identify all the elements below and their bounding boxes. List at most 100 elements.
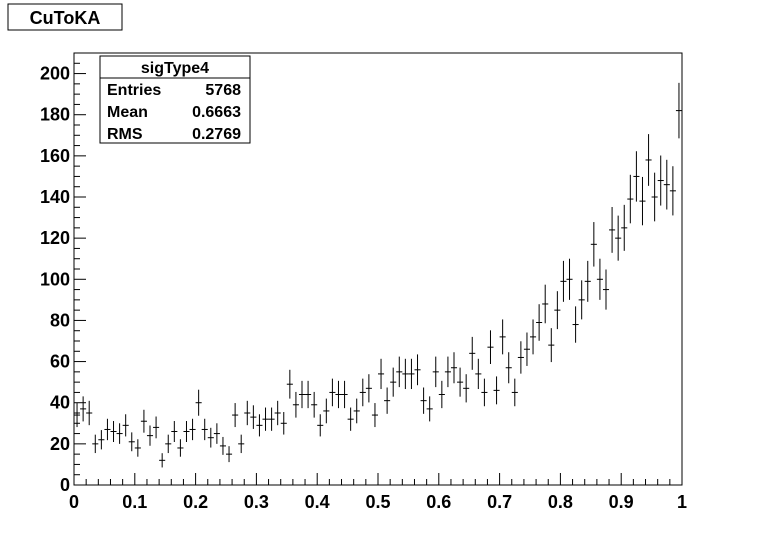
stats-mean-label: Mean [107, 104, 148, 121]
x-axis-tick-labels: 0 0.1 0.2 0.3 0.4 0.5 0.6 0.7 0.8 0.9 1 [69, 492, 687, 512]
data-point [609, 207, 616, 253]
data-point [359, 378, 366, 407]
y-tick-label: 80 [50, 310, 70, 330]
data-point [584, 260, 591, 302]
data-point [481, 378, 488, 407]
data-point [329, 378, 336, 407]
data-point [353, 398, 360, 424]
data-point [450, 352, 458, 384]
y-tick-label: 180 [40, 105, 70, 125]
data-point [256, 414, 263, 437]
data-point [444, 356, 451, 388]
data-point [596, 258, 603, 300]
data-point [402, 358, 409, 390]
x-tick-label: 0.6 [426, 492, 451, 512]
data-point [128, 432, 135, 452]
x-tick-label: 0.1 [122, 492, 147, 512]
data-point [663, 159, 670, 210]
data-point [92, 434, 99, 454]
data-point [189, 418, 196, 441]
data-point [669, 166, 676, 216]
data-point [183, 421, 190, 443]
stats-histogram-name: sigType4 [141, 60, 209, 77]
y-tick-label: 200 [40, 64, 70, 84]
data-point [104, 418, 111, 441]
data-point [110, 421, 117, 443]
stats-entries-value: 5768 [205, 82, 241, 99]
data-point [536, 304, 543, 341]
data-point [335, 380, 342, 409]
data-point [378, 358, 385, 390]
data-point [116, 423, 123, 444]
y-axis-tick-labels: 0 20 40 60 80 100 120 140 160 180 200 [40, 64, 70, 495]
data-point [621, 204, 628, 251]
data-point [195, 389, 202, 416]
stats-box-frame [99, 55, 251, 144]
data-point [505, 352, 512, 384]
x-tick-label: 1 [677, 492, 687, 512]
data-point [615, 215, 622, 261]
stats-entries-label: Entries [107, 82, 161, 99]
x-tick-label: 0 [69, 492, 79, 512]
data-point [311, 391, 318, 418]
x-tick-label: 0.7 [487, 492, 512, 512]
stats-rms-value: 0.2769 [192, 126, 241, 143]
data-point [457, 367, 464, 397]
data-point [566, 258, 573, 300]
data-point [80, 396, 87, 422]
data-point [286, 369, 293, 399]
data-point [542, 284, 549, 324]
data-point [463, 374, 470, 403]
stats-rms-label: RMS [107, 126, 143, 143]
histogram-data-points [74, 82, 682, 468]
data-point [420, 387, 427, 414]
data-point [487, 330, 494, 365]
data-point [408, 358, 415, 390]
data-point [633, 151, 640, 202]
data-point [590, 222, 597, 267]
x-tick-label: 0.8 [548, 492, 573, 512]
title-box [7, 3, 123, 31]
data-point [384, 387, 391, 414]
data-point [226, 446, 233, 463]
data-point [627, 174, 634, 224]
data-point [602, 269, 610, 310]
y-tick-label: 60 [50, 352, 70, 372]
data-point [177, 439, 184, 457]
x-tick-label: 0.4 [305, 492, 330, 512]
data-point [499, 319, 506, 355]
data-point [213, 423, 220, 444]
x-tick-label: 0.2 [183, 492, 208, 512]
data-point [146, 425, 154, 446]
stats-mean-value: 0.6663 [192, 104, 241, 121]
data-point [414, 354, 421, 386]
data-point [122, 414, 129, 437]
data-point [341, 380, 348, 409]
data-point [475, 358, 482, 390]
x-tick-label: 0.3 [244, 492, 269, 512]
data-point [371, 403, 378, 428]
data-point [171, 421, 178, 443]
axis-ticks [73, 52, 683, 486]
y-tick-label: 20 [50, 434, 70, 454]
data-point [140, 409, 147, 433]
data-point [639, 176, 646, 226]
data-point [292, 391, 299, 418]
data-point [201, 418, 208, 441]
y-tick-label: 120 [40, 228, 70, 248]
data-point [645, 134, 652, 186]
data-point [511, 378, 518, 407]
y-tick-label: 140 [40, 187, 70, 207]
x-tick-label: 0.5 [365, 492, 390, 512]
data-point [134, 439, 141, 457]
y-tick-label: 40 [50, 393, 70, 413]
data-point [298, 380, 306, 409]
x-tick-label: 0.9 [609, 492, 634, 512]
chart-title: CuToKA [30, 8, 101, 28]
data-point [317, 414, 324, 437]
data-point [572, 306, 579, 343]
data-point [390, 367, 397, 397]
data-point [207, 427, 214, 448]
y-tick-label: 160 [40, 146, 70, 166]
